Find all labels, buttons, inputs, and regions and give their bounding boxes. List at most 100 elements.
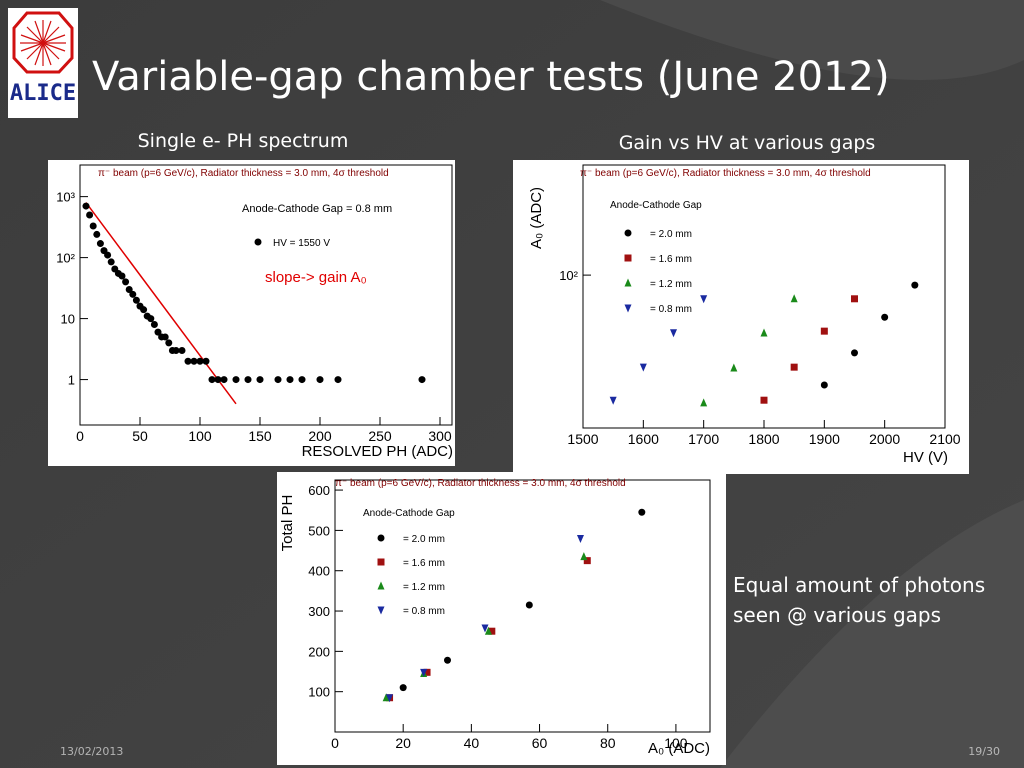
legend-title: Anode-Cathode Gap	[363, 508, 455, 519]
legend-label: = 1.2 mm	[650, 279, 692, 290]
marker	[256, 376, 264, 384]
marker	[286, 376, 294, 384]
marker	[639, 363, 647, 372]
plot-frame	[79, 164, 453, 426]
marker	[576, 534, 584, 543]
legend-marker	[377, 558, 385, 566]
y-tick-label: 10²	[56, 251, 75, 266]
logo-star	[20, 20, 66, 66]
marker	[132, 296, 140, 304]
marker	[140, 306, 148, 314]
y-tick-label: 100	[308, 685, 330, 700]
marker	[484, 626, 492, 635]
marker	[399, 684, 407, 692]
marker	[118, 272, 126, 280]
legend-label: = 0.8 mm	[650, 304, 692, 315]
legend-label: = 1.2 mm	[403, 582, 445, 593]
marker	[220, 376, 228, 384]
marker	[178, 346, 186, 354]
y-tick-label: 200	[308, 644, 330, 659]
x-tick-label: 80	[600, 735, 616, 751]
marker	[334, 376, 342, 384]
background-curve	[600, 0, 1024, 80]
chart-panel	[513, 160, 969, 474]
x-tick-label: 100	[664, 735, 688, 751]
legend-marker	[254, 238, 262, 246]
x-tick-label: 60	[532, 735, 548, 751]
marker	[208, 376, 216, 384]
marker	[196, 357, 204, 365]
marker	[760, 328, 768, 337]
marker	[580, 552, 588, 561]
marker	[165, 339, 173, 347]
legend-marker	[377, 534, 385, 542]
marker	[104, 251, 112, 259]
marker	[190, 357, 198, 365]
marker	[820, 381, 828, 389]
marker	[298, 376, 306, 384]
x-tick-label: 1800	[748, 431, 779, 447]
marker	[202, 357, 210, 365]
x-tick-label: 0	[331, 735, 339, 751]
fit-line	[85, 202, 237, 405]
marker	[86, 211, 94, 219]
marker	[525, 601, 533, 609]
legend-title: Anode-Cathode Gap	[610, 200, 702, 211]
y-axis-label: A₀ (ADC)	[528, 187, 545, 249]
marker	[760, 396, 768, 404]
marker	[386, 694, 394, 703]
marker	[161, 333, 169, 341]
marker	[244, 376, 252, 384]
legend-label: = 1.6 mm	[403, 558, 445, 569]
marker	[583, 557, 591, 565]
page-number: 19/30	[968, 745, 1000, 758]
caption: Single e- PH spectrum	[138, 130, 349, 152]
marker	[122, 278, 130, 286]
annotation: slope-> gain A₀	[265, 269, 367, 286]
marker	[232, 376, 240, 384]
x-tick-label: 1700	[688, 431, 719, 447]
marker	[172, 346, 180, 354]
chart-panel	[277, 472, 726, 765]
x-tick-label: 100	[188, 428, 212, 444]
x-tick-label: 1500	[567, 431, 598, 447]
marker	[214, 376, 222, 384]
marker	[670, 329, 677, 338]
marker	[790, 363, 798, 371]
x-tick-label: 250	[368, 428, 392, 444]
marker	[96, 240, 104, 248]
marker	[147, 315, 155, 323]
background-curve	[720, 500, 1024, 768]
marker	[154, 328, 162, 336]
marker	[638, 508, 646, 516]
logo-octagon	[12, 11, 74, 74]
marker	[316, 376, 324, 384]
marker	[93, 230, 101, 238]
chart-panel	[48, 160, 455, 466]
annotation: π⁻ beam (p=6 GeV/c), Radiator thickness …	[335, 478, 626, 489]
plot-frame	[334, 479, 711, 733]
legend-marker	[624, 254, 632, 262]
y-tick-label: 10²	[559, 268, 578, 283]
marker	[184, 357, 192, 365]
marker	[881, 313, 889, 321]
marker	[382, 693, 390, 702]
x-axis-label: RESOLVED PH (ADC)	[302, 443, 453, 460]
marker	[150, 321, 158, 329]
x-axis-label: A₀ (ADC)	[648, 740, 710, 757]
x-tick-label: 1600	[628, 431, 659, 447]
marker	[700, 398, 708, 407]
x-tick-label: 2000	[869, 431, 900, 447]
slide-title: Variable-gap chamber tests (June 2012)	[92, 54, 890, 100]
marker	[423, 668, 431, 676]
x-tick-label: 200	[308, 428, 332, 444]
note: Equal amount of photons seen @ various g…	[733, 573, 986, 627]
x-tick-label: 0	[76, 428, 84, 444]
note-box: Equal amount of photons seen @ various g…	[733, 573, 986, 627]
x-tick-label: 50	[132, 428, 148, 444]
marker	[851, 349, 858, 357]
legend-marker	[624, 278, 632, 287]
